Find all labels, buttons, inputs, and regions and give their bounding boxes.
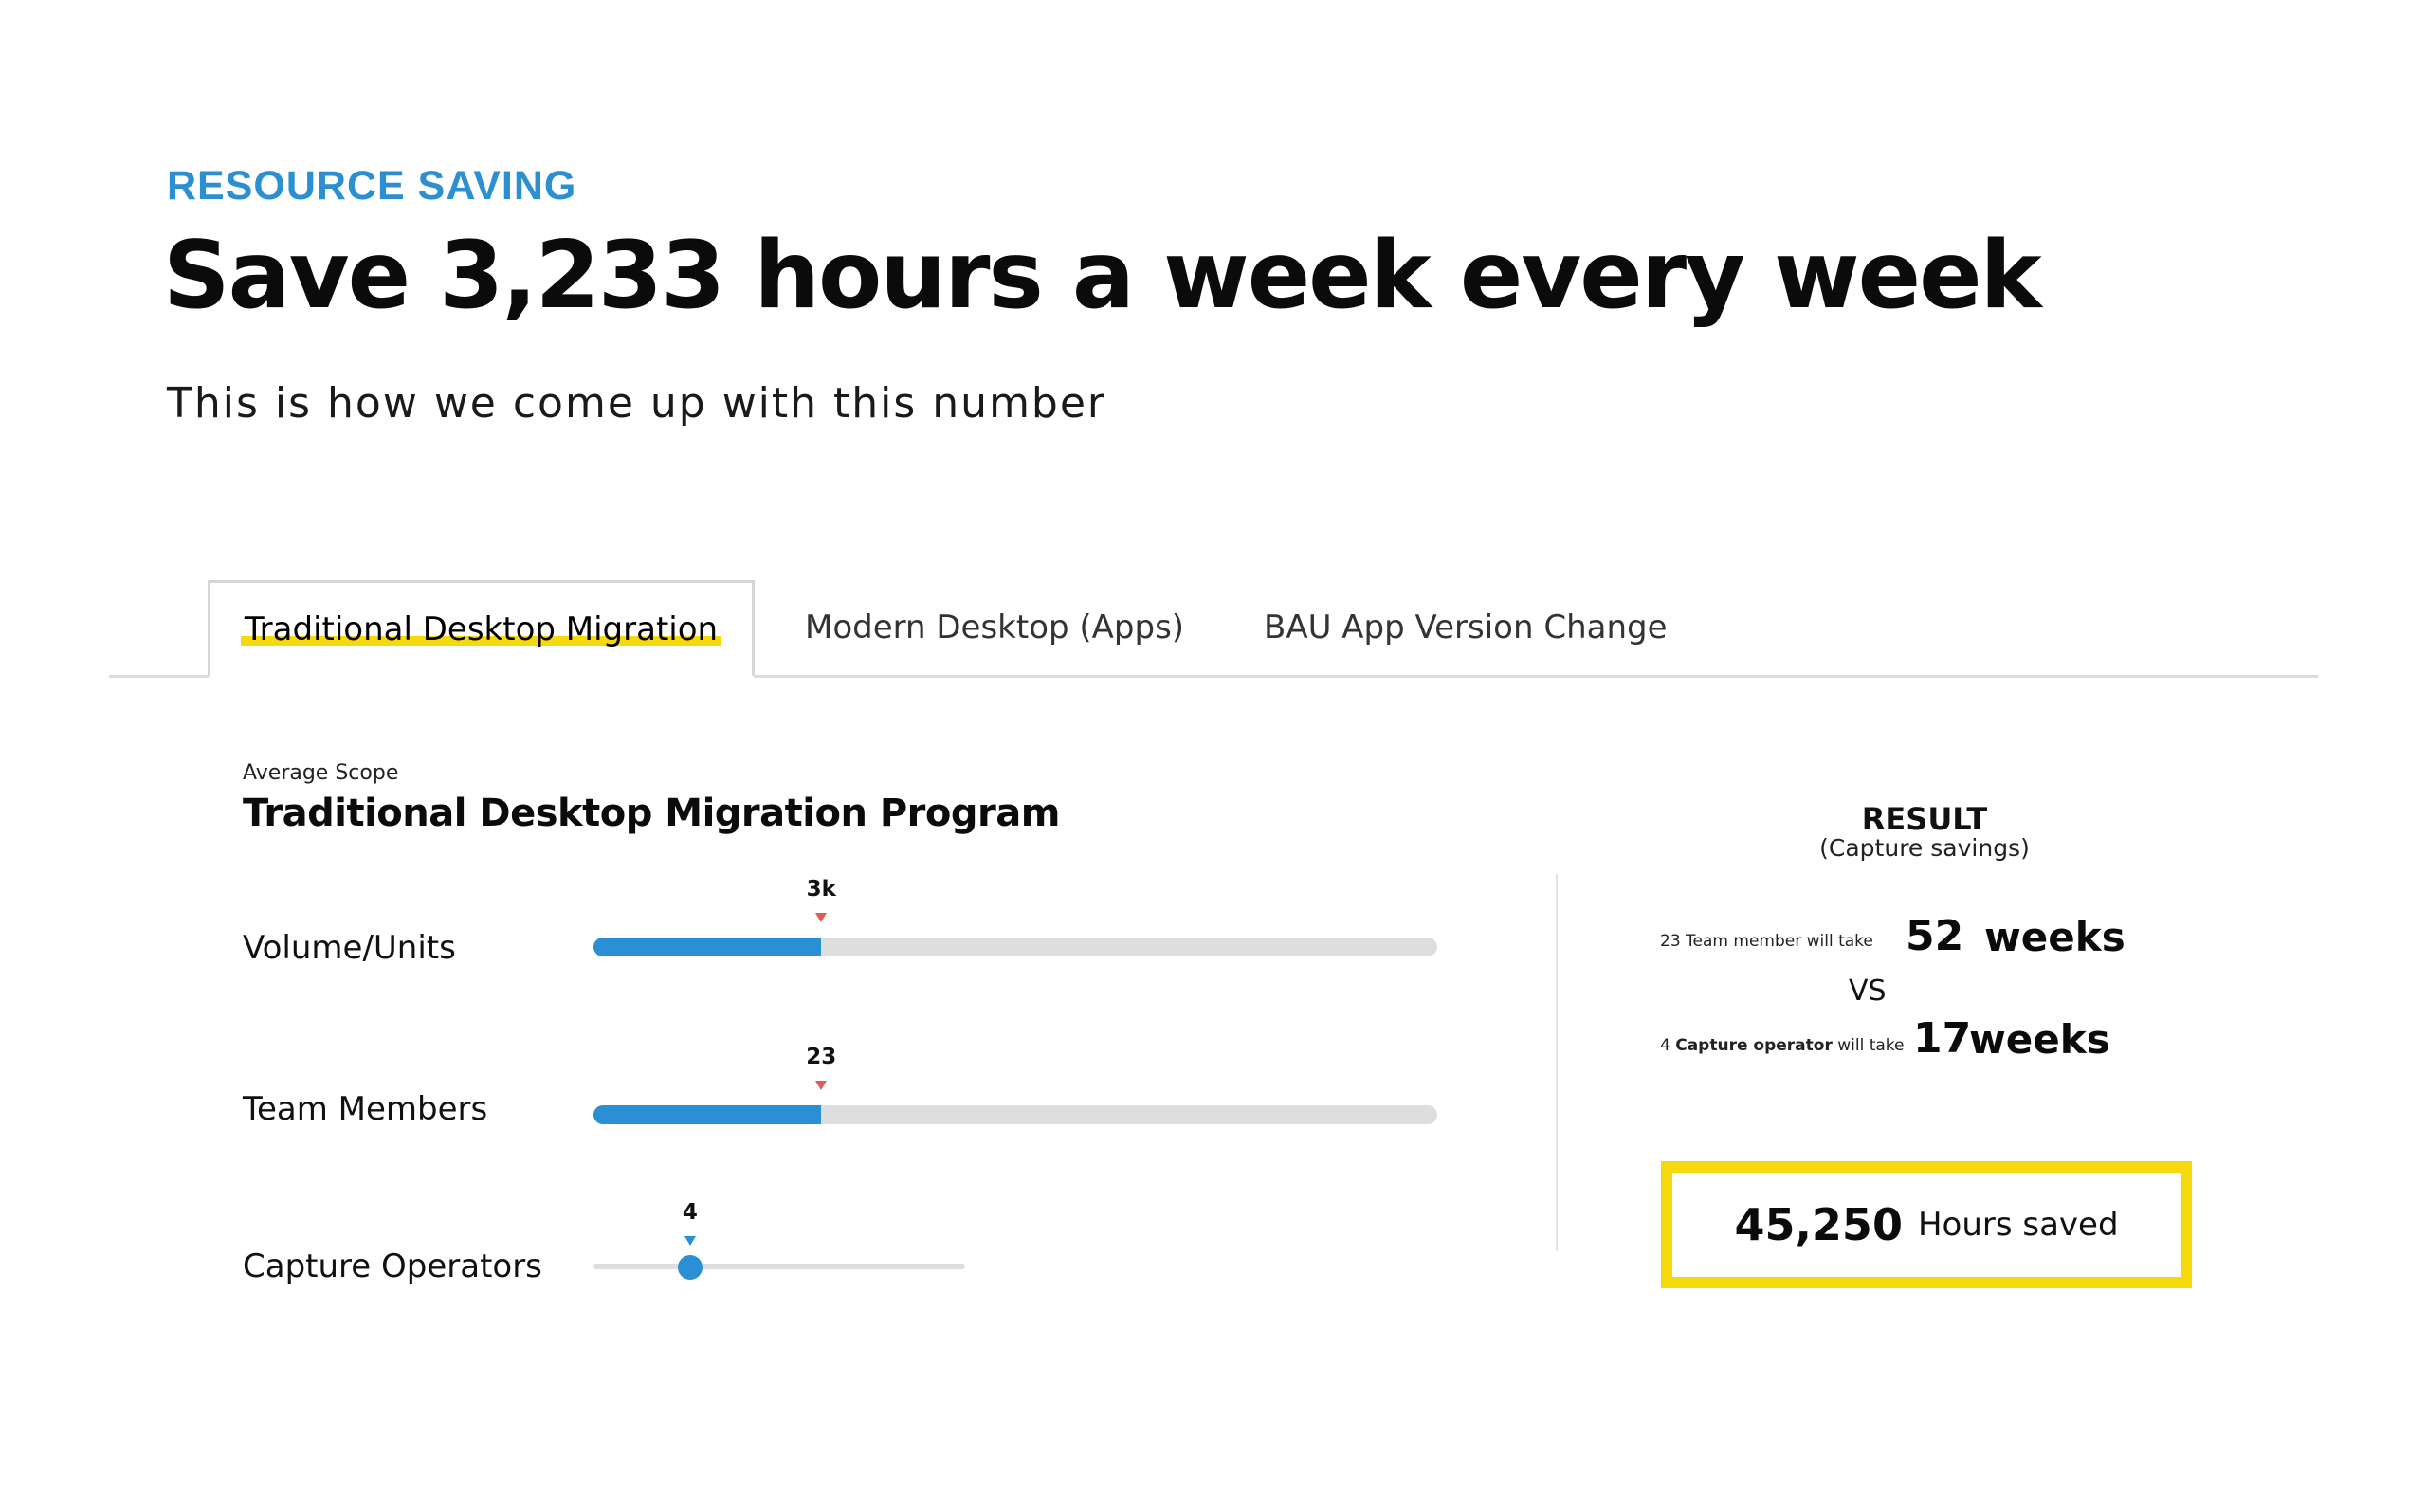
panel-divider — [1556, 874, 1558, 1251]
team-label-text: Team member will take — [1686, 932, 1873, 951]
hours-saved-value: 45,250 — [1734, 1199, 1903, 1250]
section-eyebrow: RESOURCE SAVING — [167, 163, 577, 209]
tab-label: Modern Desktop (Apps) — [805, 609, 1185, 647]
volume-units-slider[interactable] — [593, 938, 1437, 956]
capture-operators-slider-thumb[interactable] — [677, 1255, 703, 1280]
page-subtitle: This is how we come up with this number — [167, 379, 1107, 428]
volume-units-label: Volume/Units — [243, 929, 456, 967]
tab-bau-app-version-change[interactable]: BAU App Version Change — [1264, 580, 1668, 675]
team-comparison-label: 23 Team member will take — [1660, 932, 1873, 951]
capture-comparison-label: 4 Capture operator will take — [1660, 1036, 1905, 1055]
team-members-label: Team Members — [243, 1090, 488, 1128]
scope-label: Average Scope — [243, 761, 399, 785]
tab-modern-desktop-apps[interactable]: Modern Desktop (Apps) — [805, 580, 1184, 675]
tab-traditional-desktop-migration[interactable]: Traditional Desktop Migration — [208, 580, 755, 678]
hours-saved-box: 45,250 Hours saved — [1661, 1161, 2192, 1288]
capture-weeks-unit: weeks — [1969, 1016, 2110, 1063]
team-count: 23 — [1660, 932, 1681, 951]
team-weeks-value: 52 — [1906, 912, 1964, 960]
tab-label: Traditional Desktop Migration — [240, 610, 722, 648]
capture-count: 4 — [1660, 1036, 1670, 1055]
team-weeks-unit: weeks — [1984, 914, 2126, 960]
tab-bar: Traditional Desktop Migration Modern Des… — [109, 580, 2318, 678]
capture-operators-value: 4 — [682, 1200, 698, 1225]
capture-operators-slider[interactable] — [593, 1264, 965, 1269]
result-subtitle: (Capture savings) — [1819, 834, 2030, 862]
team-members-slider[interactable] — [593, 1105, 1437, 1124]
volume-units-marker-icon — [815, 913, 828, 922]
capture-label-bold: Capture operator — [1675, 1036, 1833, 1055]
capture-operators-marker-icon — [684, 1236, 696, 1246]
capture-operators-label: Capture Operators — [243, 1248, 542, 1285]
result-title: RESULT — [1861, 801, 1988, 837]
program-title: Traditional Desktop Migration Program — [243, 792, 1060, 835]
capture-label-text: will take — [1837, 1036, 1905, 1055]
capture-weeks-value: 17 — [1913, 1014, 1972, 1063]
team-members-marker-icon — [815, 1081, 828, 1090]
versus-text: VS — [1849, 975, 1887, 1008]
tab-label: BAU App Version Change — [1264, 609, 1668, 647]
hours-saved-label: Hours saved — [1917, 1206, 2119, 1244]
volume-units-slider-fill — [593, 938, 822, 956]
team-members-value: 23 — [806, 1045, 837, 1069]
volume-units-value: 3k — [806, 877, 836, 902]
page-title: Save 3,233 hours a week every week — [163, 222, 2042, 330]
team-members-slider-fill — [593, 1105, 822, 1124]
